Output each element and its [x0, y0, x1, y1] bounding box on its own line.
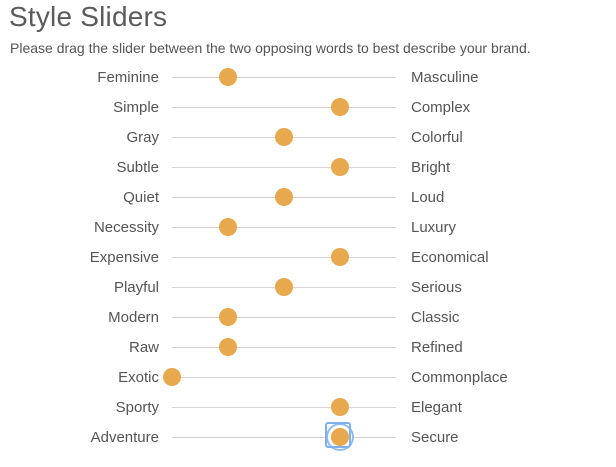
slider-right-label: Economical: [411, 249, 489, 266]
slider-right-label: Bright: [411, 159, 451, 176]
slider-track[interactable]: [172, 98, 396, 116]
slider-left-label: Subtle: [116, 159, 159, 176]
slider-left-label: Gray: [126, 129, 159, 146]
slider-thumb[interactable]: [331, 98, 349, 116]
slider-track[interactable]: [172, 338, 396, 356]
slider-right-label: Luxury: [411, 219, 457, 236]
slider-track[interactable]: [163, 368, 396, 386]
slider-row: Gray Colorful: [0, 123, 616, 153]
slider-row: Exotic Commonplace: [0, 363, 616, 393]
slider-left-label: Expensive: [89, 249, 159, 266]
slider-track[interactable]: [172, 188, 396, 206]
slider-right-label: Complex: [411, 99, 471, 116]
slider-right-label: Refined: [411, 339, 463, 356]
slider-thumb[interactable]: [275, 188, 293, 206]
slider-track[interactable]: [172, 308, 396, 326]
slider-thumb[interactable]: [331, 398, 349, 416]
slider-right-label: Commonplace: [411, 369, 508, 386]
slider-track[interactable]: [172, 68, 396, 86]
slider-row: Quiet Loud: [0, 183, 616, 213]
slider-row: Sporty Elegant: [0, 393, 616, 423]
slider-track[interactable]: [172, 398, 396, 416]
slider-thumb[interactable]: [331, 158, 349, 176]
slider-left-label: Playful: [113, 279, 159, 296]
slider-right-label: Colorful: [411, 129, 463, 146]
slider-track[interactable]: [172, 248, 396, 266]
slider-row: Playful Serious: [0, 273, 616, 303]
slider-thumb[interactable]: [219, 218, 237, 236]
slider-thumb[interactable]: [219, 68, 237, 86]
slider-thumb[interactable]: [275, 278, 293, 296]
slider-right-label: Secure: [411, 429, 459, 446]
slider-track[interactable]: [172, 128, 396, 146]
slider-left-label: Necessity: [93, 219, 159, 236]
slider-left-label: Simple: [113, 99, 159, 116]
slider-thumb[interactable]: [219, 308, 237, 326]
slider-row: Simple Complex: [0, 93, 616, 123]
page-instructions: Please drag the slider between the two o…: [10, 40, 531, 56]
slider-thumb[interactable]: [219, 338, 237, 356]
slider-right-label: Masculine: [411, 69, 479, 86]
slider-row: Modern Classic: [0, 303, 616, 333]
slider-left-label: Adventure: [90, 429, 159, 446]
page-title: Style Sliders: [9, 1, 168, 32]
slider-track[interactable]: [172, 278, 396, 296]
slider-row: Subtle Bright: [0, 153, 616, 183]
slider-left-label: Feminine: [97, 69, 159, 86]
slider-thumb[interactable]: [275, 128, 293, 146]
slider-track[interactable]: [172, 158, 396, 176]
slider-thumb[interactable]: [331, 248, 349, 266]
slider-row: Adventure Secure: [0, 422, 616, 453]
slider-list: Feminine Masculine Simple Complex Gray C…: [0, 63, 616, 453]
slider-track[interactable]: [172, 218, 396, 236]
slider-right-label: Serious: [411, 279, 462, 296]
slider-right-label: Loud: [411, 189, 445, 206]
slider-thumb[interactable]: [325, 422, 351, 448]
slider-left-label: Raw: [128, 339, 159, 356]
slider-left-label: Quiet: [123, 189, 159, 206]
slider-row: Raw Refined: [0, 333, 616, 363]
slider-left-label: Exotic: [118, 369, 159, 386]
slider-thumb[interactable]: [163, 368, 181, 386]
slider-row: Necessity Luxury: [0, 213, 616, 243]
slider-right-label: Classic: [411, 309, 460, 326]
slider-row: Feminine Masculine: [0, 63, 616, 93]
slider-track[interactable]: [172, 422, 396, 448]
slider-left-label: Sporty: [115, 399, 159, 416]
slider-left-label: Modern: [108, 309, 159, 326]
slider-row: Expensive Economical: [0, 243, 616, 273]
slider-right-label: Elegant: [411, 399, 462, 416]
